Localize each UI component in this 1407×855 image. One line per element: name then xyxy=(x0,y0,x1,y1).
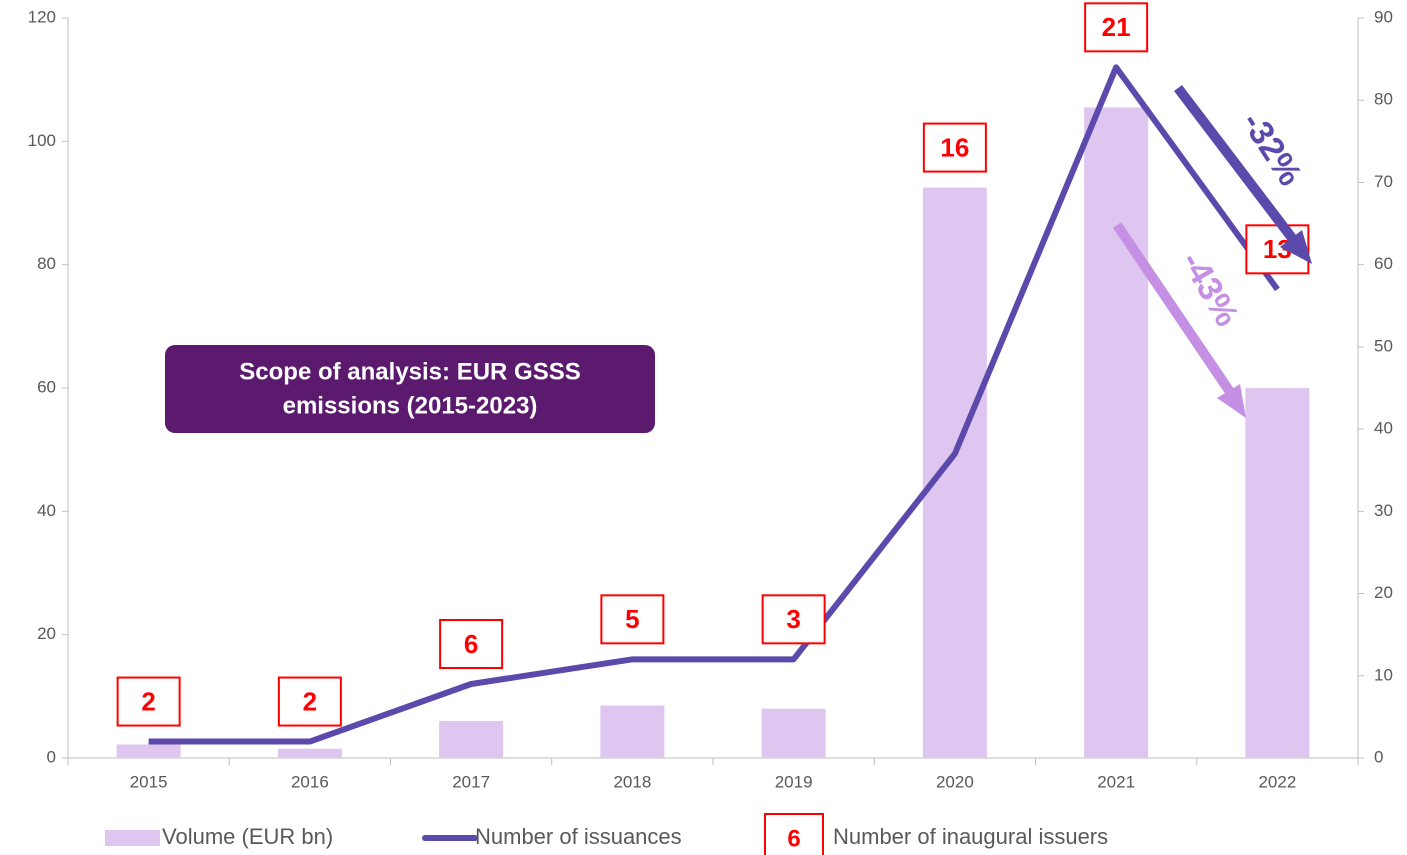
bar xyxy=(761,708,826,758)
issuer-box xyxy=(922,122,987,173)
plot-area: 0 20 40 60 80 100 120 0 10 20 30 40 50 60 70 80 90 2015 20… xyxy=(28,2,1393,855)
y-tick-label: 60 xyxy=(37,377,56,396)
issuer-label: 2 xyxy=(303,686,317,716)
x-tick-label: 2020 xyxy=(936,772,974,791)
issuer-label: 5 xyxy=(625,604,639,634)
y-tick-label: 80 xyxy=(37,254,56,273)
y-tick-label: 20 xyxy=(37,624,56,643)
x-tick-label: 2015 xyxy=(130,772,168,791)
bar xyxy=(439,721,504,758)
issuer-box xyxy=(439,619,504,669)
legend-sample: 6 xyxy=(787,825,800,852)
y2-tick-label: 30 xyxy=(1374,501,1393,520)
issuer-box xyxy=(600,594,665,645)
y2-tick-label: 80 xyxy=(1374,90,1393,109)
bar xyxy=(1084,107,1149,758)
trend-arrow xyxy=(1174,84,1296,242)
y-tick-label: 0 xyxy=(47,747,56,766)
bar xyxy=(277,748,342,758)
arrow-head xyxy=(1217,384,1246,418)
bar xyxy=(922,187,987,759)
y2-tick-label: 60 xyxy=(1374,254,1393,273)
line xyxy=(148,64,1280,745)
scope-box xyxy=(165,345,655,433)
x-tick-label: 2016 xyxy=(291,772,329,791)
legend-swatch xyxy=(764,813,824,855)
issuer-label: 16 xyxy=(940,132,969,162)
y2-tick-label: 40 xyxy=(1374,419,1393,438)
y2-tick-label: 50 xyxy=(1374,336,1393,355)
issuer-label: 2 xyxy=(141,686,155,716)
y2-tick-label: 0 xyxy=(1374,747,1383,766)
legend-label: Number of inaugural issuers xyxy=(833,824,1108,849)
scope-text: Scope of analysis: EUR GSSS xyxy=(239,358,580,385)
scope-text: emissions (2015-2023) xyxy=(283,392,538,419)
x-tick-label: 2017 xyxy=(452,772,490,791)
y2-tick-label: 90 xyxy=(1374,7,1393,26)
x-tick-label: 2018 xyxy=(613,772,651,791)
y-tick-label: 100 xyxy=(28,131,56,150)
x-tick-label: 2019 xyxy=(775,772,813,791)
y-tick-label: 120 xyxy=(28,7,56,26)
issuer-box xyxy=(761,594,826,645)
issuer-label: 3 xyxy=(786,604,800,634)
issuer-label: 6 xyxy=(464,629,478,659)
bar xyxy=(600,705,665,758)
legend-label: Volume (EUR bn) xyxy=(162,824,333,849)
issuer-box xyxy=(1084,2,1149,53)
issuer-box xyxy=(116,676,181,727)
y2-tick-label: 20 xyxy=(1374,583,1393,602)
trend-arrow xyxy=(1112,222,1235,395)
y2-tick-label: 70 xyxy=(1374,172,1393,191)
y-tick-label: 40 xyxy=(37,501,56,520)
x-tick-label: 2021 xyxy=(1097,772,1135,791)
y2-tick-label: 10 xyxy=(1374,665,1393,684)
bar xyxy=(116,744,181,758)
legend-swatch xyxy=(105,830,160,846)
arrow-head xyxy=(1280,230,1312,264)
legend-label: Number of issuances xyxy=(475,824,682,849)
bar xyxy=(1245,388,1310,758)
issuer-label: 21 xyxy=(1102,12,1131,42)
x-tick-label: 2022 xyxy=(1258,772,1296,791)
issuer-box xyxy=(277,676,342,727)
